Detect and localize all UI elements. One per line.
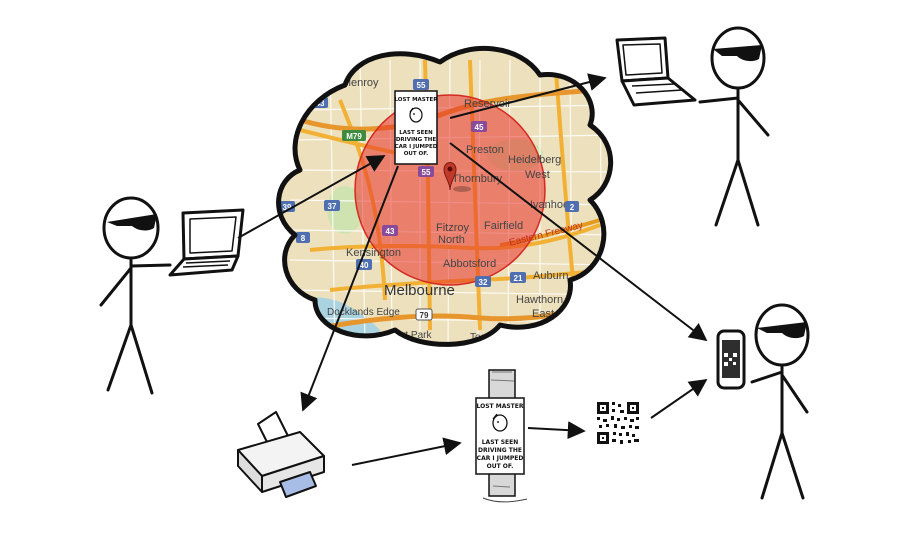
place-label: Kensington	[346, 247, 401, 259]
poster-line: DRIVING THE	[478, 447, 522, 454]
laptop-icon	[615, 36, 697, 107]
stick-figure-top-right	[698, 26, 770, 227]
map-cloud: Glenroy Reservoir Preston Heidelberg Wes…	[276, 45, 614, 347]
map-park	[327, 186, 363, 234]
svg-text:43: 43	[316, 99, 325, 108]
svg-text:45: 45	[475, 123, 484, 132]
road-shield: 79	[415, 308, 433, 321]
stick-figure-icon	[409, 107, 423, 123]
place-label: Preston	[466, 144, 504, 156]
map-pin-icon	[443, 162, 471, 192]
place-label: Auburn	[533, 270, 568, 282]
stick-figure-bottom-right	[750, 303, 810, 500]
place-label: Thornbury	[452, 173, 503, 185]
place-label: Heidelberg	[508, 154, 561, 166]
place-label: Ivanhoe	[530, 199, 569, 211]
svg-text:8: 8	[301, 234, 306, 243]
road-shield: 21	[510, 272, 526, 283]
poster-title: LOST MASTER	[394, 97, 438, 103]
flow-arrows	[237, 73, 708, 466]
smartphone-icon	[716, 329, 746, 390]
svg-text:39: 39	[283, 203, 292, 212]
road-shield: 45	[471, 121, 487, 132]
qr-code-icon	[597, 402, 639, 444]
svg-text:55: 55	[417, 81, 426, 90]
road-shield: 32	[475, 276, 491, 287]
road-shield: 43	[382, 225, 398, 236]
place-label: Abbotsford	[443, 258, 496, 270]
arrow-map-to-printer	[300, 165, 399, 412]
arrow-qr-to-phone	[650, 378, 708, 419]
svg-text:32: 32	[479, 278, 488, 287]
road-shield: M79	[342, 130, 366, 141]
road-shield: 55	[418, 166, 434, 177]
printer-icon	[237, 411, 325, 498]
stick-figure-icon	[492, 413, 508, 432]
svg-text:40: 40	[360, 261, 369, 270]
place-label: Hawthorn	[516, 294, 563, 306]
svg-text:2: 2	[570, 203, 575, 212]
poster-title: LOST MASTER	[477, 403, 524, 410]
poster-line: OUT OF.	[487, 463, 514, 470]
cloud-outline	[276, 45, 614, 347]
stick-figure-left	[99, 196, 172, 395]
poster-line: OUT OF.	[404, 151, 429, 157]
arrow-map-to-phone	[449, 142, 708, 342]
place-label: West	[525, 169, 550, 181]
svg-text:79: 79	[420, 311, 429, 320]
poster-line: LAST SEEN	[399, 130, 433, 136]
svg-text:55: 55	[422, 168, 431, 177]
arrow-printer-to-pole	[351, 437, 462, 466]
road-shield: 8	[296, 232, 310, 243]
place-label: Fairfield	[484, 220, 523, 232]
road-shields: 55 43 M79 45 55 39 37 8 2 43 40 32 21 79	[279, 79, 579, 321]
poster-line: CAR I JUMPED	[395, 144, 438, 150]
svg-text:M79: M79	[346, 132, 362, 141]
place-label: Docklands Edge	[327, 307, 400, 318]
place-label: North	[438, 234, 465, 246]
place-label: Reservoir	[464, 98, 511, 110]
place-label: Fitzroy	[436, 222, 470, 234]
lost-poster-on-pole: LOST MASTER LAST SEEN DRIVING THE CAR I …	[475, 397, 525, 475]
road-shield: 2	[565, 201, 579, 212]
qr-code-icon	[724, 353, 737, 366]
poster-line: DRIVING THE	[396, 137, 437, 143]
svg-text:37: 37	[328, 202, 337, 211]
poster-line: CAR I JUMPED	[477, 455, 524, 462]
svg-text:43: 43	[386, 227, 395, 236]
road-shield: 55	[413, 79, 429, 90]
lost-poster-in-map: LOST MASTER LAST SEEN DRIVING THE CAR I …	[394, 90, 438, 165]
poster-line: LAST SEEN	[482, 439, 519, 446]
road-shield: 37	[324, 200, 340, 211]
arrow-laptop-to-map	[237, 155, 386, 239]
svg-text:21: 21	[514, 274, 523, 283]
arrow-pole-to-qr	[527, 421, 586, 440]
laptop-icon	[168, 208, 245, 277]
city-label: Melbourne	[384, 282, 455, 299]
arrow-map-to-top-laptop	[449, 73, 607, 119]
